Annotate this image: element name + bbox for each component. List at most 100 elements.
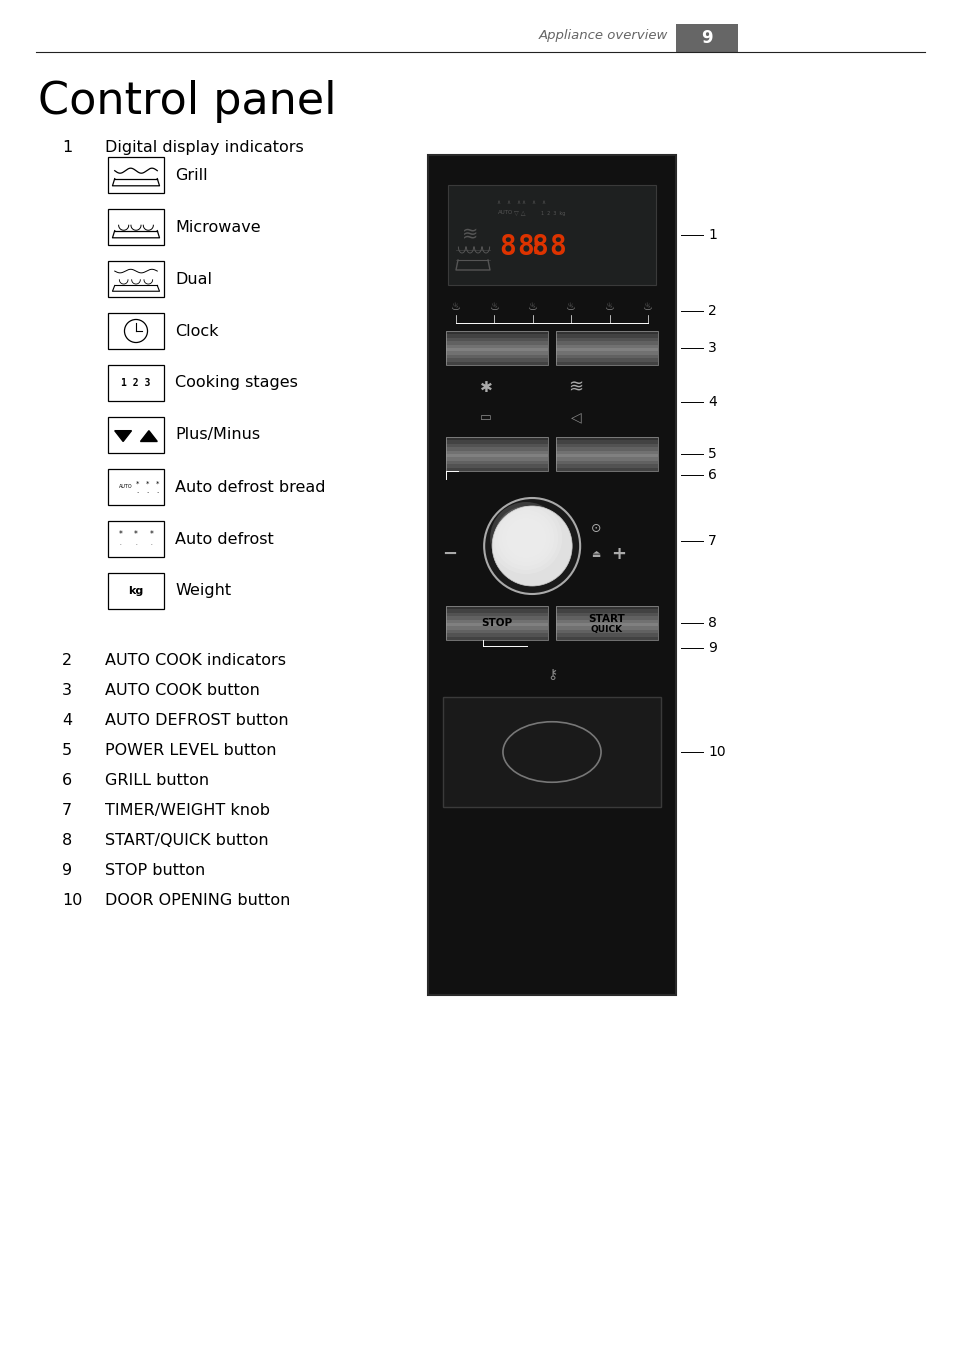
Bar xyxy=(556,609,658,613)
Text: *: * xyxy=(118,531,122,539)
Text: AUTO: AUTO xyxy=(119,485,132,490)
Text: 3: 3 xyxy=(707,341,716,355)
Text: Appliance overview: Appliance overview xyxy=(538,28,667,42)
Bar xyxy=(556,454,658,458)
Text: 6: 6 xyxy=(62,773,72,788)
Bar xyxy=(108,209,164,245)
Text: *: * xyxy=(146,481,149,486)
Text: Cooking stages: Cooking stages xyxy=(174,375,297,390)
Text: 10: 10 xyxy=(707,745,725,760)
Text: 4: 4 xyxy=(707,395,716,409)
Text: 8: 8 xyxy=(549,233,566,261)
Bar xyxy=(556,464,658,467)
Text: ✱: ✱ xyxy=(479,379,492,394)
Bar xyxy=(108,261,164,297)
Bar xyxy=(446,454,547,458)
Text: ♨: ♨ xyxy=(489,302,498,311)
Text: ∧: ∧ xyxy=(496,200,499,206)
Bar xyxy=(556,437,658,471)
Text: 9: 9 xyxy=(700,28,712,47)
Text: ⏏: ⏏ xyxy=(591,548,600,559)
Text: Weight: Weight xyxy=(174,584,231,598)
Bar xyxy=(556,616,658,620)
Bar xyxy=(446,330,547,334)
Bar xyxy=(446,330,547,366)
Bar xyxy=(446,613,547,616)
Text: Plus/Minus: Plus/Minus xyxy=(174,428,260,443)
Text: 8: 8 xyxy=(517,233,534,261)
Text: .: . xyxy=(146,487,148,494)
Text: TIMER/WEIGHT knob: TIMER/WEIGHT knob xyxy=(105,803,270,818)
Bar xyxy=(556,451,658,454)
Bar xyxy=(446,467,547,471)
Bar xyxy=(446,359,547,362)
Text: GRILL button: GRILL button xyxy=(105,773,209,788)
Bar xyxy=(446,451,547,454)
Text: ⚷: ⚷ xyxy=(546,668,557,682)
Text: Digital display indicators: Digital display indicators xyxy=(105,139,303,154)
Bar xyxy=(108,366,164,401)
Polygon shape xyxy=(140,431,157,441)
Bar xyxy=(556,330,658,334)
Bar xyxy=(108,521,164,556)
Bar xyxy=(108,157,164,194)
Bar xyxy=(446,355,547,359)
Text: Auto defrost bread: Auto defrost bread xyxy=(174,479,325,494)
Text: ∧: ∧ xyxy=(540,200,544,206)
Text: 8: 8 xyxy=(707,616,716,630)
Text: ◁: ◁ xyxy=(570,410,580,424)
Bar xyxy=(108,417,164,454)
Bar xyxy=(446,348,547,352)
Text: 1 2 3: 1 2 3 xyxy=(121,378,151,389)
Circle shape xyxy=(484,498,579,594)
Text: 9: 9 xyxy=(707,640,716,655)
Bar xyxy=(556,341,658,345)
Text: STOP button: STOP button xyxy=(105,862,205,877)
Text: Grill: Grill xyxy=(174,168,208,183)
Bar xyxy=(446,352,547,355)
Text: +: + xyxy=(610,546,625,563)
Text: 5: 5 xyxy=(707,447,716,460)
Text: *: * xyxy=(135,481,139,486)
Bar xyxy=(446,334,547,337)
Bar xyxy=(556,447,658,451)
Bar xyxy=(446,337,547,341)
Circle shape xyxy=(494,506,558,570)
Text: Microwave: Microwave xyxy=(174,219,260,234)
Bar xyxy=(446,636,547,640)
Text: 2: 2 xyxy=(707,305,716,318)
Bar xyxy=(446,607,547,609)
Text: Clock: Clock xyxy=(174,324,218,338)
Text: ∧: ∧ xyxy=(516,200,519,206)
Text: 2: 2 xyxy=(62,653,72,668)
Bar xyxy=(556,362,658,366)
Bar xyxy=(446,630,547,634)
Text: START/QUICK button: START/QUICK button xyxy=(105,833,269,848)
Text: ∧: ∧ xyxy=(505,200,510,206)
Bar xyxy=(556,440,658,444)
Text: START: START xyxy=(588,613,625,624)
Bar xyxy=(556,334,658,337)
Bar xyxy=(556,348,658,352)
Text: 9: 9 xyxy=(62,862,72,877)
Circle shape xyxy=(501,515,550,562)
Bar xyxy=(108,573,164,609)
Bar xyxy=(556,337,658,341)
Bar xyxy=(556,330,658,366)
Text: ♨: ♨ xyxy=(451,302,460,311)
Bar xyxy=(556,636,658,640)
Text: :: : xyxy=(528,236,543,259)
Text: 5: 5 xyxy=(62,743,72,758)
Text: AUTO COOK indicators: AUTO COOK indicators xyxy=(105,653,286,668)
Bar xyxy=(556,444,658,447)
Bar xyxy=(446,616,547,620)
Bar xyxy=(446,447,547,451)
Text: QUICK: QUICK xyxy=(590,624,622,634)
Bar xyxy=(442,697,660,807)
Bar xyxy=(446,620,547,623)
Bar xyxy=(556,613,658,616)
Bar xyxy=(446,444,547,447)
Text: ≋: ≋ xyxy=(461,226,477,245)
Text: 1: 1 xyxy=(707,227,716,242)
Text: *: * xyxy=(155,481,159,486)
